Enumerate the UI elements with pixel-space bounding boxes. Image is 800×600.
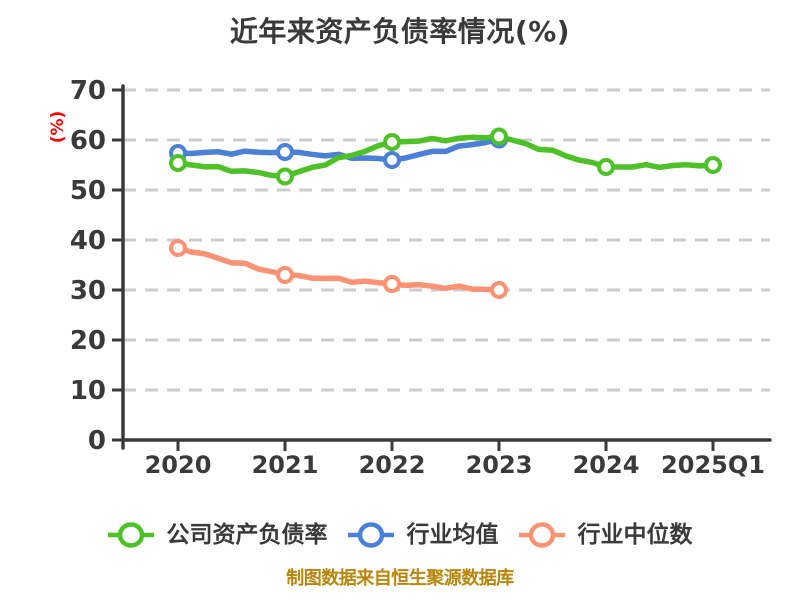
data-point-company-2020 — [169, 154, 187, 172]
legend-label-company: 公司资产负债率 — [166, 522, 328, 548]
data-point-company-2024 — [597, 158, 615, 176]
y-tick-label-0: 0 — [88, 426, 106, 456]
data-point-industry-avg-2022 — [383, 151, 401, 169]
y-tick-label-20: 20 — [70, 326, 106, 356]
y-tick-label-60: 60 — [70, 126, 106, 156]
x-tick-label-2024: 2024 — [573, 451, 640, 479]
x-tick-label-2025Q1: 2025Q1 — [661, 451, 765, 479]
x-tick-label-2022: 2022 — [359, 451, 426, 479]
y-tick-label-10: 10 — [70, 376, 106, 406]
legend-marker-industry-avg-icon — [347, 522, 394, 548]
series-line-industry-median — [175, 245, 502, 293]
x-tick-label-2023: 2023 — [466, 451, 533, 479]
legend-item-industry-median: 行业中位数 — [518, 518, 693, 552]
data-point-company-2023 — [490, 127, 508, 146]
data-point-company-2022 — [383, 133, 401, 151]
data-source-caption: 制图数据来自恒生聚源数据库 — [286, 568, 514, 589]
y-tick-label-70: 70 — [70, 76, 106, 106]
chart-title: 近年来资产负债率情况(%) — [229, 15, 571, 48]
data-point-company-2021 — [276, 167, 294, 186]
data-point-industry-median-2023 — [490, 281, 508, 299]
legend-marker-industry-median-icon — [518, 522, 565, 548]
y-tick-label-40: 40 — [70, 226, 106, 256]
data-point-industry-median-2020 — [169, 239, 187, 257]
legend-item-company: 公司资产负债率 — [107, 518, 328, 552]
y-tick-label-30: 30 — [70, 276, 106, 306]
legend-label-industry-avg: 行业均值 — [406, 522, 499, 548]
x-tick-label-2021: 2021 — [252, 451, 319, 479]
x-tick-label-2020: 2020 — [145, 451, 212, 479]
y-tick-label-50: 50 — [70, 176, 106, 206]
data-point-industry-avg-2021 — [276, 143, 294, 161]
data-point-industry-median-2021 — [276, 266, 294, 284]
data-point-company-2025Q1 — [704, 156, 722, 174]
data-point-industry-median-2022 — [383, 275, 401, 293]
chart-legend: 公司资产负债率 行业均值 行业中位数 — [0, 518, 800, 552]
legend-marker-company-icon — [107, 522, 154, 548]
legend-item-industry-avg: 行业均值 — [347, 518, 499, 552]
series-line-industry-avg — [175, 136, 502, 163]
legend-label-industry-median: 行业中位数 — [577, 522, 693, 548]
series-line-company — [175, 133, 716, 180]
